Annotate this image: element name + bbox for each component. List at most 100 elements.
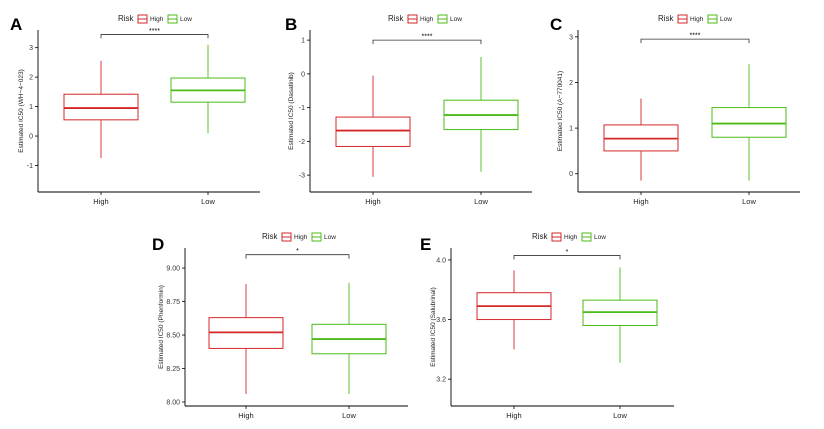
legend-title: Risk	[118, 14, 135, 23]
panel-letter: C	[550, 15, 562, 34]
legend-label: High	[564, 234, 578, 241]
box-low	[311, 282, 387, 394]
y-tick-label: 0	[569, 171, 573, 178]
legend-title: Risk	[658, 14, 675, 23]
legend-label: Low	[450, 16, 462, 23]
legend-key-low	[311, 232, 322, 242]
bracket-line	[100, 34, 209, 39]
y-tick-label: -2	[299, 139, 305, 146]
y-axis-label: Estimated IC50 (Dasatinib)	[288, 72, 295, 150]
legend-title: Risk	[262, 232, 279, 241]
box-low	[443, 57, 519, 172]
legend: Risk High Low	[388, 14, 462, 24]
significance-bracket: ****	[372, 34, 482, 45]
legend-label: Low	[594, 234, 606, 241]
y-tick-label: 1	[29, 104, 33, 111]
y-tick-label: 3.6	[436, 317, 446, 324]
y-tick-label: 3	[569, 34, 573, 41]
y-tick-label: 2	[569, 80, 573, 87]
significance-bracket: *	[513, 249, 621, 260]
bracket-line	[245, 254, 350, 259]
legend-key-high	[407, 14, 418, 24]
legend: Risk High Low	[658, 14, 732, 24]
y-axis-label: Estimated IC50 (Phenformin)	[158, 285, 165, 369]
legend-label: High	[420, 16, 434, 23]
box-high	[476, 270, 552, 350]
legend-key-low	[437, 14, 448, 24]
y-tick-label: 3.2	[436, 377, 446, 384]
legend-label: Low	[324, 234, 336, 241]
y-tick-label: 9.00	[166, 266, 180, 273]
box-low	[711, 64, 787, 181]
legend: Risk High Low	[118, 14, 192, 24]
significance-label: ****	[422, 34, 433, 41]
y-tick-label: 0	[301, 71, 305, 78]
legend-label: High	[690, 16, 704, 23]
significance-label: ****	[149, 28, 160, 35]
significance-bracket: ****	[100, 28, 209, 39]
y-tick-label: 0	[29, 134, 33, 141]
significance-label: ****	[690, 33, 701, 40]
significance-label: *	[296, 248, 299, 255]
x-tick-label: Low	[342, 411, 356, 420]
legend-key-low	[581, 232, 592, 242]
box-high	[603, 98, 679, 181]
legend-title: Risk	[532, 232, 549, 241]
y-tick-label: 1	[301, 38, 305, 45]
panel-b: B Risk High Low -3 -2 -1 0 1 Estimated IC50 (Dasa…	[285, 14, 532, 206]
panel-a: A Risk High Low -1 0 1 2 3 Estimated IC50 (WH−4−0…	[10, 14, 260, 206]
legend-label: Low	[180, 16, 192, 23]
legend: Risk High Low	[532, 232, 606, 242]
box-high	[63, 60, 139, 159]
iqr-box	[335, 116, 411, 147]
legend-key-low	[707, 14, 718, 24]
box-high	[335, 75, 411, 177]
y-tick-label: 4.0	[436, 257, 446, 264]
y-axis-label: Estimated IC50 (WH−4−023)	[18, 69, 25, 152]
y-tick-label: 1	[569, 126, 573, 133]
y-tick-label: -1	[27, 163, 33, 170]
panel-letter: D	[152, 235, 164, 254]
box-high	[208, 284, 284, 394]
bracket-line	[513, 255, 621, 260]
bracket-line	[372, 39, 482, 45]
y-tick-label: 8.00	[166, 399, 180, 406]
y-tick-label: -1	[299, 105, 305, 112]
x-tick-label: High	[633, 197, 648, 206]
legend-label: High	[294, 234, 308, 241]
y-axis-label: Estimated IC50 (Salubrinal)	[430, 287, 437, 366]
legend-key-low	[167, 14, 178, 24]
y-tick-label: 3	[29, 45, 33, 52]
y-tick-label: 8.50	[166, 333, 180, 340]
y-tick-label: 2	[29, 75, 33, 82]
y-axis-label: Estimated IC50 (A−770041)	[557, 71, 564, 151]
y-tick-label: 8.25	[166, 366, 180, 373]
y-tick-label: 8.75	[166, 299, 180, 306]
panel-letter: B	[285, 15, 297, 34]
legend-label: Low	[720, 16, 732, 23]
x-tick-label: High	[93, 197, 108, 206]
x-tick-label: High	[238, 411, 253, 420]
iqr-box	[63, 93, 139, 121]
panel-d: D Risk High Low 8.00 8.25 8.50 8.75 9.00 Estimate…	[152, 232, 408, 420]
x-tick-label: Low	[742, 197, 756, 206]
box-low	[170, 44, 246, 134]
panel-letter: E	[420, 235, 431, 254]
x-tick-label: Low	[201, 197, 215, 206]
legend: Risk High Low	[262, 232, 336, 242]
significance-label: *	[566, 249, 569, 256]
y-tick-label: -3	[299, 173, 305, 180]
significance-bracket: ****	[640, 33, 750, 44]
bracket-line	[640, 38, 750, 44]
x-tick-label: High	[365, 197, 380, 206]
legend-key-high	[281, 232, 292, 242]
x-tick-label: Low	[474, 197, 488, 206]
panel-letter: A	[10, 15, 22, 34]
panel-c: C Risk High Low 0 1 2 3 Estimated IC50 (A−770041…	[550, 14, 800, 206]
legend-title: Risk	[388, 14, 405, 23]
x-tick-label: High	[506, 411, 521, 420]
legend-key-high	[551, 232, 562, 242]
iqr-box	[711, 107, 787, 138]
legend-key-high	[677, 14, 688, 24]
